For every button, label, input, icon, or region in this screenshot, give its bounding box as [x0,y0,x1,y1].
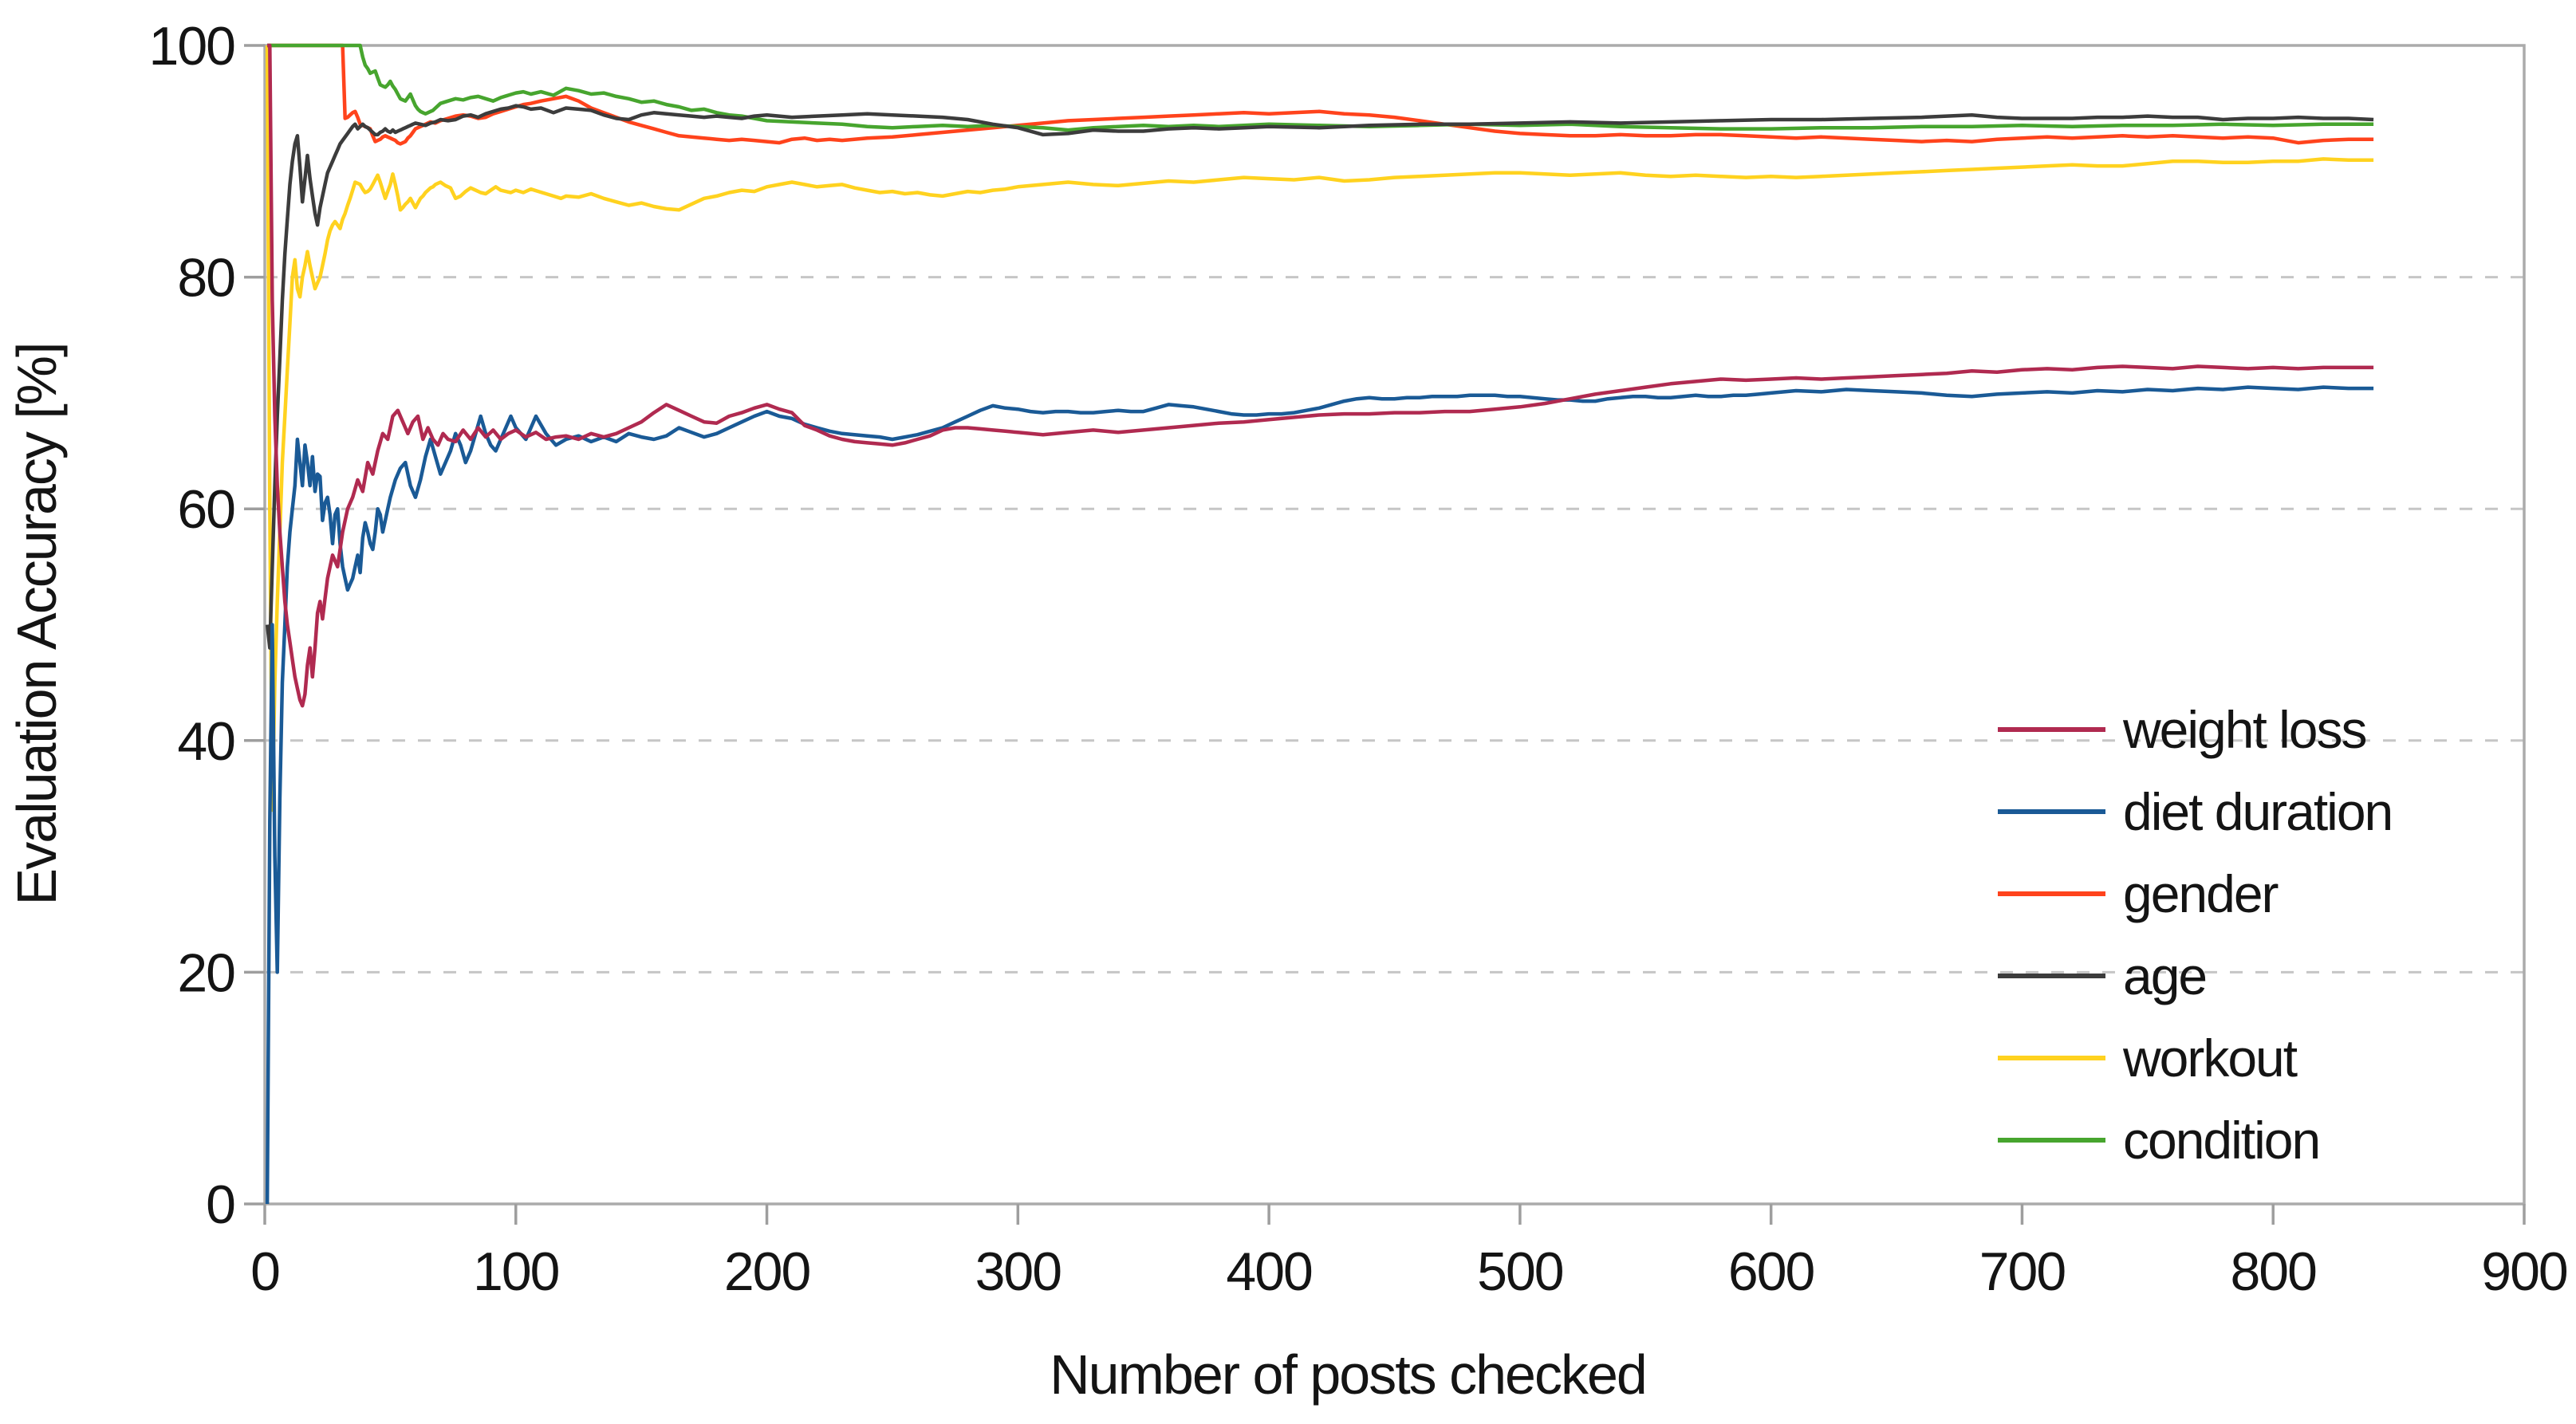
legend-label-gender: gender [2123,864,2279,923]
plot-border [263,44,2526,1206]
legend-item-diet-duration: diet duration [1998,782,2393,841]
y-tick-label-40: 40 [177,711,234,772]
series-line-diet-duration [265,385,2374,1205]
x-tick-label-0: 0 [250,1241,279,1302]
legend-label-workout: workout [2122,1029,2298,1088]
legend-label-age: age [2123,946,2206,1005]
series-line-age [265,104,2374,650]
x-tick-label-100: 100 [473,1241,559,1302]
series-line-weight-loss [267,43,2374,708]
legend-item-condition: condition [1998,1111,2321,1170]
x-tick-label-200: 200 [724,1241,810,1302]
y-tick-label-20: 20 [177,942,234,1003]
y-axis-title: Evaluation Accuracy [%] [6,344,68,906]
legend-label-weight-loss: weight loss [2122,700,2366,759]
series-line-workout [265,45,2374,812]
legend-item-gender: gender [1998,864,2280,923]
y-tick-label-0: 0 [206,1174,234,1235]
y-tick-label-100: 100 [149,16,235,77]
y-tick-label-60: 60 [177,479,234,540]
series-line-gender [267,43,2374,146]
data-series [265,43,2374,1205]
gridlines [265,276,2524,974]
y-tick-label-80: 80 [177,248,234,309]
x-tick-label-400: 400 [1226,1241,1312,1302]
legend-label-condition: condition [2123,1111,2319,1170]
legend-item-age: age [1998,946,2208,1005]
tick-labels: 0 100 200 300 400 500 600 700 800 900 0 20 40 60 80 100 [149,16,2569,1302]
x-tick-label-800: 800 [2230,1241,2316,1302]
x-tick-label-600: 600 [1728,1241,1814,1302]
x-tick-label-300: 300 [975,1241,1062,1302]
legend-label-diet-duration: diet duration [2123,782,2392,841]
legend: weight loss diet duration gender age workout… [1998,700,2393,1170]
x-tick-label-500: 500 [1477,1241,1563,1302]
plot-frame [263,44,2526,1206]
legend-item-workout: workout [1998,1029,2299,1088]
x-axis-title: Number of posts checked [1050,1343,1646,1406]
x-tick-label-700: 700 [1979,1241,2066,1302]
x-tick-label-900: 900 [2481,1241,2567,1302]
axis-ticks [244,44,2526,1225]
legend-item-weight-loss: weight loss [1998,700,2368,759]
